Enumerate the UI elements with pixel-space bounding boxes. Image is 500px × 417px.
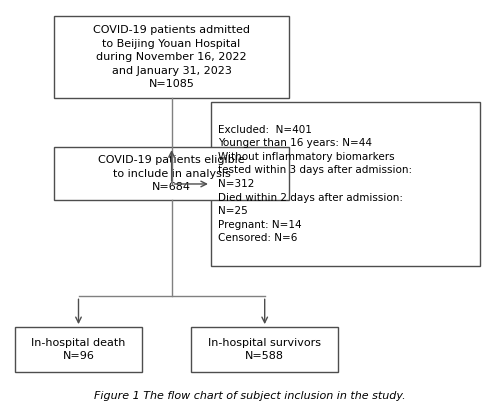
Text: COVID-19 patients eligible
to include in analysis
N=684: COVID-19 patients eligible to include in… [98, 155, 245, 192]
FancyBboxPatch shape [54, 147, 289, 200]
Text: In-hospital death
N=96: In-hospital death N=96 [32, 338, 126, 361]
Text: In-hospital survivors
N=588: In-hospital survivors N=588 [208, 338, 321, 361]
FancyBboxPatch shape [15, 327, 142, 372]
Text: COVID-19 patients admitted
to Beijing Youan Hospital
during November 16, 2022
an: COVID-19 patients admitted to Beijing Yo… [93, 25, 250, 90]
FancyBboxPatch shape [211, 102, 480, 266]
FancyBboxPatch shape [191, 327, 338, 372]
FancyBboxPatch shape [54, 16, 289, 98]
Text: Figure 1 The flow chart of subject inclusion in the study.: Figure 1 The flow chart of subject inclu… [94, 391, 406, 401]
Text: Excluded:  N=401
Younger than 16 years: N=44
Without inflammatory biomarkers
tes: Excluded: N=401 Younger than 16 years: N… [218, 125, 412, 244]
